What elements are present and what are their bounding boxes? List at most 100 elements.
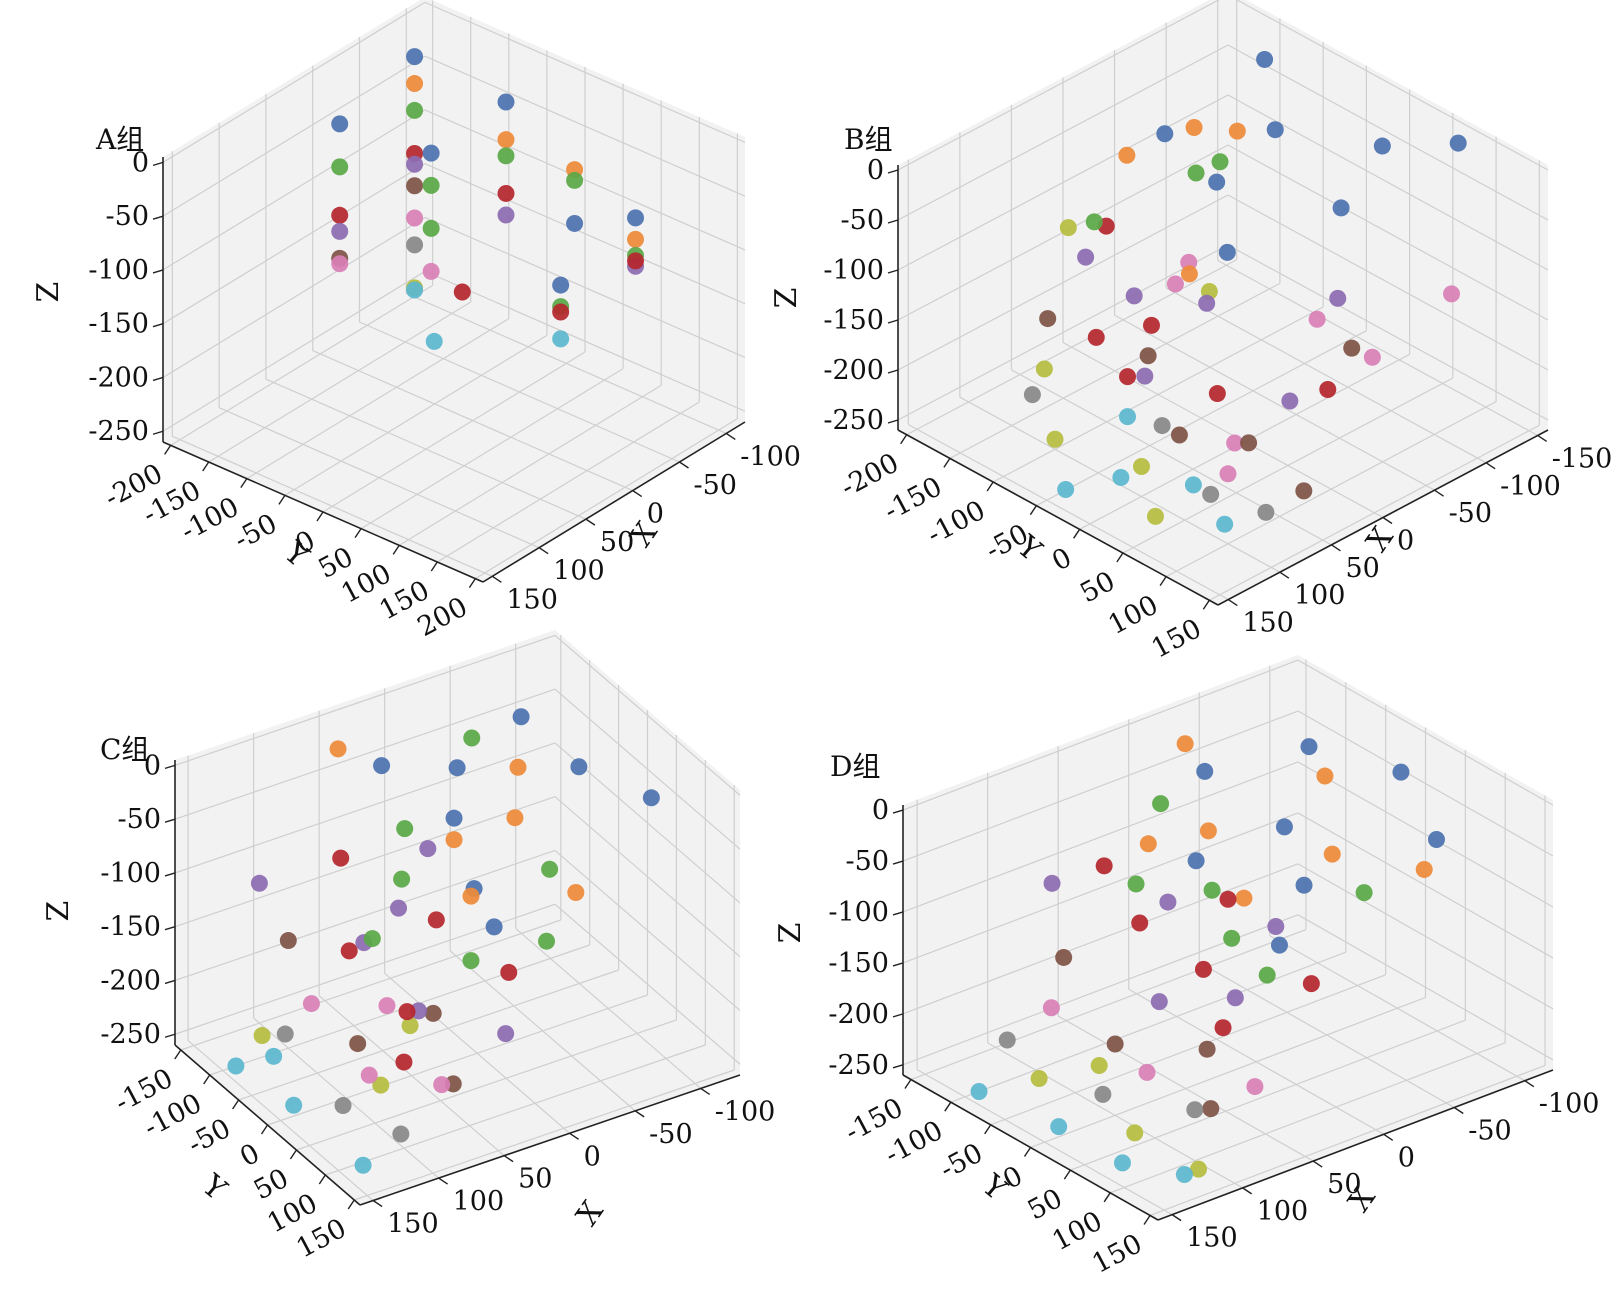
x-tick-label: 100	[1294, 580, 1346, 611]
scatter-point	[1166, 275, 1184, 293]
grid-line	[238, 969, 619, 1101]
scatter-point	[422, 176, 440, 194]
x-tick-label: -100	[715, 1096, 776, 1127]
scatter-point	[512, 708, 530, 726]
scatter-point	[1170, 426, 1188, 444]
scatter-point	[1198, 1040, 1216, 1058]
y-tick	[1202, 599, 1210, 610]
scatter-point	[329, 740, 347, 758]
scatter-point	[360, 1066, 378, 1084]
grid-line	[554, 688, 741, 850]
scatter-point	[1136, 367, 1154, 385]
grid-line	[1297, 659, 1554, 806]
z-tick-label: -250	[828, 1050, 889, 1081]
z-tick	[152, 269, 164, 274]
scatter-point	[506, 809, 524, 827]
scatter-point	[552, 276, 570, 294]
scatter-point	[1203, 881, 1221, 899]
scatter-point	[462, 887, 480, 905]
scatter-point	[372, 1076, 390, 1094]
scatter-point	[1176, 735, 1194, 753]
scatter-point	[1267, 917, 1285, 935]
scatter-point	[497, 206, 515, 224]
scatter-point	[1119, 408, 1137, 426]
panel-title-b: B组	[844, 123, 893, 156]
grid-line	[284, 334, 548, 496]
grid-line	[990, 974, 1386, 1126]
scatter-point	[1208, 173, 1226, 191]
scatter-point	[463, 729, 481, 747]
x-tick	[679, 461, 689, 469]
scatter-point	[390, 899, 408, 917]
scatter-point	[1131, 914, 1149, 932]
panel-c: 0 -50 -100 -150 -200 -250 -150 -100 -50 0 50 100 150…	[0, 630, 808, 1291]
scatter-point	[1196, 762, 1214, 780]
x-tick	[1383, 1133, 1394, 1141]
z-tick	[164, 926, 176, 931]
scatter-point	[1202, 1100, 1220, 1118]
z-tick	[892, 1013, 904, 1018]
scatter-point	[642, 789, 660, 807]
scatter-point	[1119, 368, 1137, 386]
grid-line	[1297, 710, 1554, 857]
grid-line	[902, 812, 1299, 964]
scatter-point	[1216, 515, 1234, 533]
scatter-point	[363, 930, 381, 948]
grid-line	[1227, 194, 1549, 371]
z-tick	[164, 872, 176, 877]
y-tick	[164, 444, 172, 455]
scatter-point	[422, 262, 440, 280]
z-tick	[887, 419, 899, 424]
grid-line	[554, 796, 741, 958]
grid-line	[554, 634, 741, 796]
scatter-point	[500, 963, 518, 981]
x-axis-line	[1157, 1069, 1554, 1221]
x-tick-label: -100	[1539, 1089, 1600, 1120]
x-tick-label: -50	[1468, 1116, 1511, 1147]
grid-line	[902, 710, 1299, 862]
grid-line	[1235, 0, 1549, 171]
grid-line	[1165, 401, 1497, 578]
z-tick-label: 0	[144, 750, 161, 781]
z-tick-label: -50	[841, 205, 884, 236]
scatter-point	[406, 155, 424, 173]
scatter-point	[253, 1027, 271, 1045]
z-tick-label: 0	[867, 155, 884, 186]
scatter-point	[1219, 465, 1237, 483]
scatter-point	[265, 1047, 283, 1065]
scatter-point	[1194, 960, 1212, 978]
z-tick	[152, 376, 164, 382]
grid-line	[1149, 1064, 1546, 1217]
z-tick-label: -100	[823, 255, 884, 286]
z-tick-label: 0	[132, 147, 149, 178]
y-tick	[354, 528, 362, 539]
scatter-point	[1235, 889, 1253, 907]
x-tick-label: 100	[553, 556, 605, 587]
scatter-point	[1039, 310, 1057, 328]
scatter-point	[497, 93, 515, 111]
chart-c: 0-50-100-150-200-250-150-100-50 050100150…	[41, 630, 776, 1264]
z-tick-label: -50	[106, 201, 149, 232]
y-tick-label: 50	[1023, 1183, 1068, 1227]
grid-line	[897, 194, 1229, 371]
y-tick	[1159, 576, 1167, 587]
scatter-point	[331, 158, 349, 176]
x-axis-line	[482, 421, 746, 583]
scatter-point	[1199, 822, 1217, 840]
panel-d: 0 -50 -100 -150 -200 -250 -150 -100 -50 0 50 100 150…	[773, 645, 1616, 1291]
y-tick-label: 0	[235, 1138, 265, 1173]
y-tick	[289, 1149, 297, 1160]
scatter-point	[1152, 795, 1170, 813]
x-tick-label: 50	[518, 1164, 552, 1195]
z-tick-label: -250	[100, 1019, 161, 1050]
scatter-point	[285, 1096, 303, 1114]
scatter-point	[567, 884, 585, 902]
scatter-point	[1057, 480, 1075, 498]
x-axis-line	[359, 1074, 741, 1206]
scatter-point	[1046, 430, 1064, 448]
scatter-point	[1030, 1070, 1048, 1088]
scatter-point	[279, 932, 297, 950]
x-tick	[372, 1199, 383, 1208]
chart-a: 0-50-100-150-200-250-200-150-100-50 05010…	[31, 0, 801, 643]
grid-line	[554, 903, 741, 1065]
